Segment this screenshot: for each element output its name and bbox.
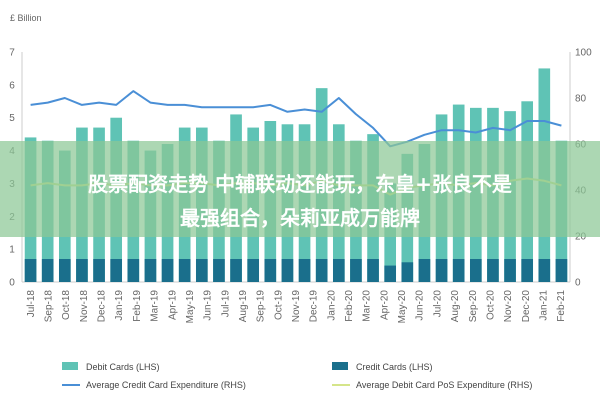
x-tick-label: Jul-18 (26, 290, 37, 318)
left-tick-label: 6 (9, 80, 15, 91)
x-tick-label: Feb-19 (132, 290, 143, 322)
credit-card-bar (367, 259, 379, 282)
right-tick-label: 0 (575, 278, 581, 289)
legend-swatch-credit-cards (332, 362, 348, 370)
x-tick-label: Oct-19 (273, 290, 284, 320)
avg-credit-expenditure-line (30, 90, 562, 148)
x-tick-label: May-19 (185, 290, 196, 324)
left-tick-label: 5 (9, 113, 15, 124)
legend-label-debit-cards: Debit Cards (LHS) (86, 362, 160, 372)
credit-card-bar (298, 259, 311, 282)
credit-card-bar (555, 259, 568, 282)
credit-card-bar (521, 259, 534, 282)
credit-card-bar (161, 259, 174, 282)
x-tick-label: Nov-18 (79, 290, 90, 323)
watermark-line-2: 最强组合，朵莉亚成万能牌 (180, 206, 420, 230)
left-tick-label: 7 (9, 48, 15, 59)
credit-card-bar (247, 259, 260, 282)
x-tick-label: Dec-18 (97, 290, 108, 323)
right-tick-label: 20 (575, 232, 587, 243)
credit-card-bar (452, 259, 465, 282)
x-tick-label: Jul-19 (220, 290, 231, 318)
x-tick-label: Jul-20 (432, 290, 443, 318)
x-tick-label: Nov-20 (503, 290, 514, 323)
credit-card-bar (384, 265, 397, 282)
x-tick-label: Oct-20 (485, 290, 496, 320)
credit-card-bar (350, 259, 362, 282)
x-tick-label: Jan-19 (114, 290, 125, 321)
credit-card-bar (315, 259, 328, 282)
x-tick-label: Aug-19 (238, 290, 249, 323)
credit-card-bar (178, 259, 191, 282)
legend: Debit Cards (LHS) Credit Cards (LHS) Ave… (62, 362, 532, 390)
legend-label-credit-cards: Credit Cards (LHS) (356, 362, 433, 372)
credit-card-bar (469, 259, 482, 282)
credit-card-bar (76, 259, 88, 282)
x-tick-label: Oct-18 (61, 290, 72, 320)
x-tick-label: Jun-19 (203, 290, 214, 321)
credit-card-bar (230, 259, 242, 282)
left-axis-unit-label: £ Billion (10, 13, 42, 23)
legend-label-avg-credit-expenditure: Average Credit Card Expenditure (RHS) (86, 380, 246, 390)
x-tick-label: Jan-21 (538, 290, 549, 321)
x-tick-label: Nov-19 (291, 290, 302, 323)
x-tick-label: Mar-19 (150, 290, 161, 322)
credit-card-bar (264, 259, 277, 282)
x-tick-label: Jan-20 (326, 290, 337, 321)
credit-card-bar (504, 259, 516, 282)
credit-card-bar (435, 259, 448, 282)
x-tick-label: Feb-20 (344, 290, 355, 322)
credit-card-bar (144, 259, 157, 282)
x-tick-label: Jun-20 (415, 290, 426, 321)
x-tick-label: Sep-19 (256, 290, 267, 323)
watermark-line-1: 股票配资走势 中辅联动还能玩，东皇+张良不是 (88, 172, 512, 196)
x-tick-label: Sep-18 (44, 290, 55, 323)
credit-card-bar (401, 262, 414, 282)
credit-card-bar (487, 259, 499, 282)
credit-card-bar (195, 259, 208, 282)
x-tick-label: Apr-19 (167, 290, 178, 320)
credit-card-bar (418, 259, 431, 282)
left-tick-label: 1 (9, 245, 15, 256)
x-tick-label: Sep-20 (468, 290, 479, 323)
x-tick-label: May-20 (397, 290, 408, 324)
credit-card-bar (41, 259, 54, 282)
x-tick-label: Feb-21 (556, 290, 567, 322)
left-tick-label: 0 (9, 278, 15, 289)
x-tick-label: Mar-20 (362, 290, 373, 322)
credit-card-bar (281, 259, 294, 282)
credit-card-bar (332, 259, 345, 282)
credit-card-bar (110, 259, 123, 282)
legend-label-avg-debit-pos-expenditure: Average Debit Card PoS Expenditure (RHS) (356, 380, 532, 390)
legend-swatch-debit-cards (62, 362, 78, 370)
x-tick-label: Apr-20 (379, 290, 390, 320)
credit-card-bar (93, 259, 105, 282)
x-tick-label: Aug-20 (450, 290, 461, 323)
right-tick-label: 80 (575, 94, 587, 105)
credit-card-bar (58, 259, 71, 282)
right-tick-label: 100 (575, 48, 592, 59)
x-tick-label: Dec-19 (309, 290, 320, 323)
credit-card-bar (213, 259, 225, 282)
watermark-band (0, 141, 600, 237)
x-axis-ticks: Jul-18 Sep-18 Oct-18 Nov-18 Dec-18 Jan-19 Feb-… (26, 290, 567, 324)
x-tick-label: Dec-20 (521, 290, 532, 323)
credit-card-bar (127, 259, 140, 282)
credit-card-bar (538, 259, 551, 282)
credit-card-bar (24, 259, 37, 282)
